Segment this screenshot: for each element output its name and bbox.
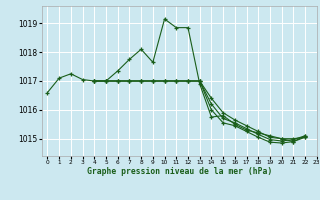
X-axis label: Graphe pression niveau de la mer (hPa): Graphe pression niveau de la mer (hPa): [87, 167, 272, 176]
